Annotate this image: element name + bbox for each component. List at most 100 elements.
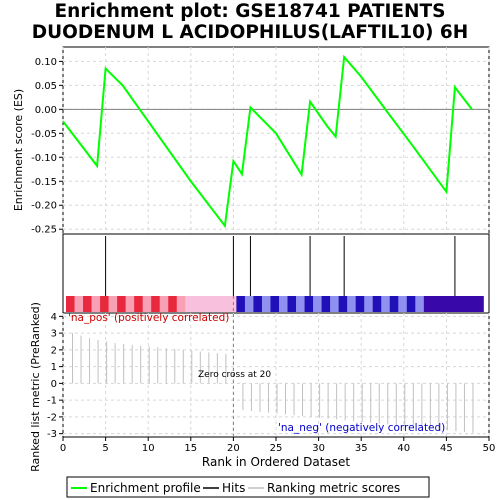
heatmap-cell — [151, 296, 161, 312]
es-y-tick-label: 0.05 — [35, 81, 57, 92]
metric-y-tick-label: 4 — [51, 312, 57, 323]
heatmap-cell — [142, 296, 152, 312]
chart-title: Enrichment plot: GSE18741 PATIENTS DUODE… — [0, 1, 500, 43]
heatmap-cell — [338, 296, 348, 312]
es-y-tick-label: 0.00 — [35, 105, 57, 116]
x-tick-label: 5 — [102, 443, 108, 454]
x-tick-label: 10 — [142, 443, 155, 454]
x-tick-label: 40 — [397, 443, 410, 454]
heatmap-cell — [125, 296, 135, 312]
heatmap-cell — [159, 296, 169, 312]
heatmap-cell — [347, 296, 357, 312]
heatmap-cell — [193, 296, 203, 312]
heatmap-cell — [117, 296, 126, 312]
legend-label-ranking-metric-scores: Ranking metric scores — [267, 481, 400, 495]
metric-y-tick-label: 3 — [51, 329, 57, 340]
es-y-tick-label: -0.05 — [31, 129, 57, 140]
heatmap-cell — [313, 296, 322, 312]
es-panel: 0.10 0.05 0.00 -0.05 -0.10 -0.15 -0.20 -0.25 En… — [12, 46, 490, 236]
title-line-2: DUODENUM L ACIDOPHILUS(LAFTIL10) 6H — [31, 22, 469, 43]
heatmap-cell — [432, 296, 442, 312]
heatmap-cell — [66, 296, 75, 312]
es-y-tick-label: -0.20 — [31, 201, 57, 212]
x-tick-label: 25 — [270, 443, 283, 454]
heatmap-cell — [108, 296, 118, 312]
heatmap-cell — [355, 296, 365, 312]
heatmap-cell — [210, 296, 220, 312]
zero-cross-label: Zero cross at 20 — [198, 370, 271, 380]
metric-y-tick-label: 2 — [51, 345, 57, 356]
legend-frame — [66, 476, 430, 498]
pos-correlated-label: 'na_pos' (positively correlated) — [68, 312, 229, 324]
metric-y-axis-label: Ranked list metric (PreRanked) — [29, 302, 42, 472]
rank-heatmap — [66, 296, 484, 312]
metric-y-tick-label: 1 — [51, 362, 57, 373]
x-tick-label: 50 — [483, 443, 496, 454]
metric-y-tick-label: -3 — [47, 429, 57, 440]
metric-y-ticks: 4 3 2 1 0 -1 -2 -3 — [47, 312, 63, 440]
hit-lines — [105, 236, 456, 296]
heatmap-cell — [372, 296, 382, 312]
x-tick-label: 35 — [355, 443, 368, 454]
heatmap-cell — [244, 296, 254, 312]
enrichment-profile-line — [62, 54, 473, 229]
heatmap-cell — [398, 296, 408, 312]
heatmap-cell — [261, 296, 271, 312]
x-axis-label: Rank in Ordered Dataset — [202, 455, 350, 469]
x-tick-label: 45 — [440, 443, 453, 454]
heatmap-cell — [287, 296, 297, 312]
heatmap-cell — [406, 296, 416, 312]
metric-y-tick-label: -2 — [47, 412, 57, 423]
legend-label-enrichment-profile: Enrichment profile — [90, 481, 201, 495]
heatmap-cell — [474, 296, 484, 312]
heatmap-cell — [423, 296, 433, 312]
heatmap-cell — [185, 296, 195, 312]
heatmap-cell — [202, 296, 212, 312]
heatmap-cell — [270, 296, 280, 312]
legend: Enrichment profile Hits Ranking metric s… — [66, 476, 430, 498]
heatmap-cell — [253, 296, 263, 312]
heatmap-cell — [466, 296, 476, 312]
heatmap-cell — [134, 296, 144, 312]
ranking-metric-bars — [72, 333, 474, 433]
x-tick-label: 0 — [60, 443, 66, 454]
es-y-tick-label: -0.15 — [31, 177, 57, 188]
x-tick-label: 15 — [184, 443, 197, 454]
es-y-tick-label: -0.25 — [31, 225, 57, 236]
es-y-axis-label: Enrichment score (ES) — [12, 89, 25, 211]
heatmap-cell — [457, 296, 467, 312]
metric-y-tick-label: 0 — [51, 379, 57, 390]
legend-label-hits: Hits — [222, 481, 245, 495]
heatmap-cell — [440, 296, 450, 312]
x-tick-label: 30 — [312, 443, 325, 454]
heatmap-cell — [100, 296, 109, 312]
heatmap-cell — [168, 296, 178, 312]
heatmap-cell — [219, 296, 229, 312]
neg-correlated-label: 'na_neg' (negatively correlated) — [278, 422, 445, 434]
es-y-tick-label: 0.10 — [35, 57, 57, 68]
heatmap-cell — [364, 296, 374, 312]
heatmap-cell — [176, 296, 186, 312]
hits-panel — [62, 233, 490, 314]
es-y-tick-label: -0.10 — [31, 153, 57, 164]
heatmap-cell — [304, 296, 314, 312]
heatmap-cell — [389, 296, 399, 312]
metric-panel: Zero cross at 20 'na_pos' (positively co… — [29, 296, 495, 472]
metric-x-ticks: 0 5 10 15 20 25 30 35 40 45 50 — [60, 437, 496, 454]
heatmap-cell — [321, 296, 331, 312]
es-y-ticks: 0.10 0.05 0.00 -0.05 -0.10 -0.15 -0.20 -0.25 — [31, 57, 63, 236]
x-tick-label: 20 — [227, 443, 240, 454]
heatmap-cell — [74, 296, 84, 312]
heatmap-cell — [415, 296, 425, 312]
heatmap-cell — [449, 296, 459, 312]
heatmap-cell — [83, 296, 92, 312]
heatmap-cell — [227, 296, 237, 312]
heatmap-cell — [330, 296, 339, 312]
heatmap-cell — [279, 296, 288, 312]
heatmap-cell — [381, 296, 391, 312]
heatmap-cell — [296, 296, 305, 312]
title-line-1: Enrichment plot: GSE18741 PATIENTS — [54, 1, 446, 22]
metric-y-tick-label: -1 — [47, 396, 57, 407]
